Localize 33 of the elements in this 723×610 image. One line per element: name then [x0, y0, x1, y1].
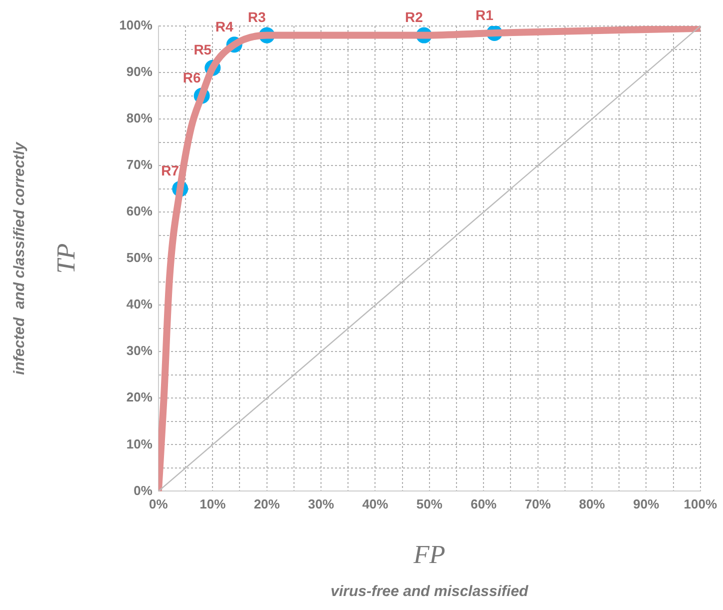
y-tick-label: 70% [126, 157, 153, 172]
x-tick-label: 20% [254, 496, 280, 512]
y-tick-label: 50% [126, 250, 153, 266]
y-tick-label: 100% [119, 18, 153, 33]
y-tick-label: 30% [126, 343, 153, 358]
data-label: R6 [182, 70, 201, 86]
x-tick-label: 100% [684, 496, 718, 512]
x-tick-label: 10% [200, 496, 226, 512]
data-label: R5 [194, 42, 212, 58]
text: virus-free and misclassified [330, 583, 530, 600]
data-label: R3 [248, 9, 266, 26]
y-tick-label: 10% [126, 436, 153, 452]
y-tick-label: 60% [126, 204, 153, 219]
x-tick-label: 30% [308, 496, 334, 512]
x-axis-title: FP [412, 540, 446, 570]
x-tick-label: 70% [524, 496, 552, 512]
y-tick-label: 90% [126, 64, 153, 80]
data-label: R7 [161, 162, 180, 179]
x-tick-label: 50% [416, 496, 443, 512]
text: infected and classified correctly [11, 142, 28, 375]
x-tick-label: 0% [149, 496, 168, 512]
data-label: R2 [405, 9, 424, 26]
data-label: R4 [215, 18, 234, 34]
data-label: R1 [475, 6, 494, 23]
y-tick-label: 20% [126, 390, 153, 405]
y-tick-label: 0% [134, 482, 153, 498]
x-tick-label: 80% [578, 496, 606, 512]
y-tick-label: 40% [126, 296, 153, 312]
y-axis-title: TP [51, 243, 80, 274]
x-tick-label: 60% [470, 496, 498, 512]
x-tick-label: 40% [362, 496, 389, 512]
y-tick-label: 80% [126, 110, 153, 126]
x-tick-label: 90% [633, 496, 660, 512]
